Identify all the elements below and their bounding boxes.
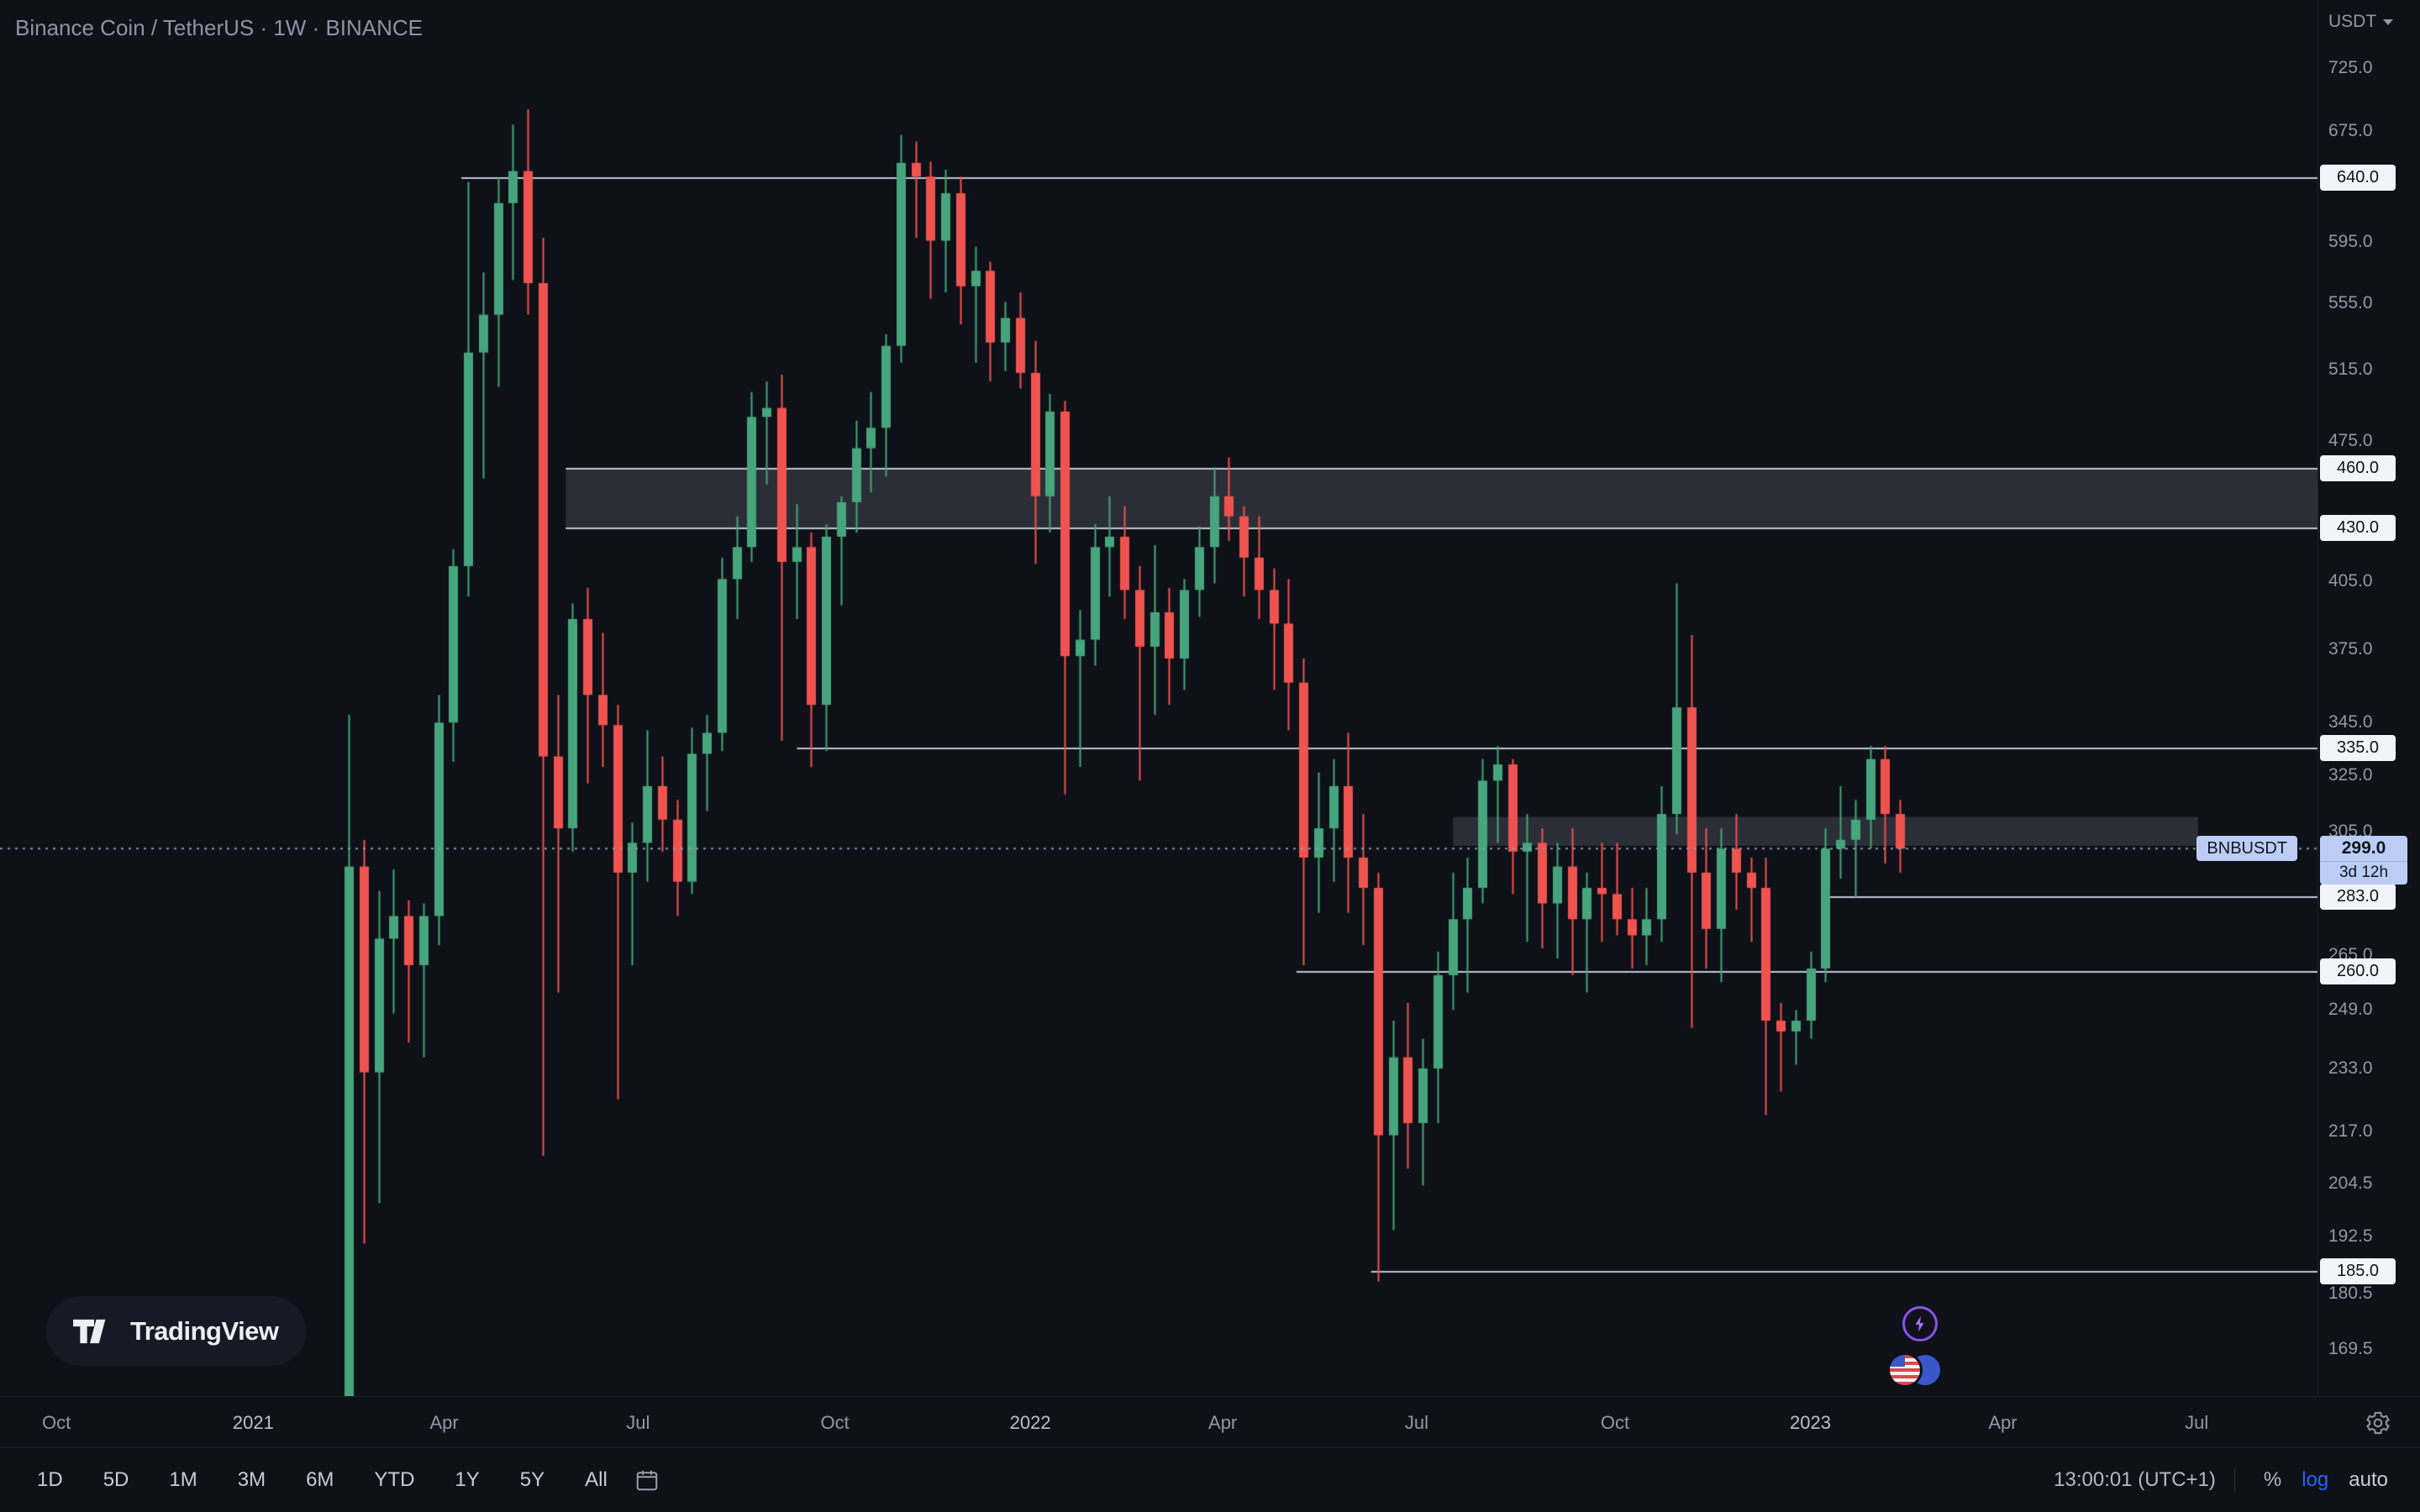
price-axis[interactable]: USDT 725.0 675.0 595.0 555.0 515.0 475.0 405.0… xyxy=(2317,0,2420,1396)
time-tick-label: 2021 xyxy=(232,1412,274,1433)
time-tick-label: Jul xyxy=(1404,1412,1428,1433)
level-price-label: 430.0 xyxy=(2320,515,2396,542)
price-tick-label: 192.5 xyxy=(2328,1226,2373,1247)
price-tick-label: 233.0 xyxy=(2328,1058,2373,1079)
range-button-1m[interactable]: 1M xyxy=(157,1462,208,1499)
level-price-label: 185.0 xyxy=(2320,1258,2396,1285)
time-axis[interactable]: Oct 2021 Apr Jul Oct 2022 Apr Jul Oct 2023 Apr Jul xyxy=(0,1396,2420,1448)
range-button-1d[interactable]: 1D xyxy=(25,1462,75,1499)
flag-canton xyxy=(1890,1355,1905,1367)
price-tick-label: 169.5 xyxy=(2328,1338,2373,1358)
currency-selector[interactable]: USDT xyxy=(2328,12,2394,32)
candlestick-chart-canvas[interactable] xyxy=(0,0,2317,1396)
range-button-ytd[interactable]: YTD xyxy=(362,1462,426,1499)
last-price-label: 299.0 3d 12h xyxy=(2320,836,2407,885)
level-price-label: 283.0 xyxy=(2320,884,2396,911)
chevron-down-icon xyxy=(2383,18,2394,25)
chart-title[interactable]: Binance Coin / TetherUS · 1W · BINANCE xyxy=(15,15,424,40)
time-tick-label: Apr xyxy=(429,1412,459,1433)
price-tick-label: 305.0 xyxy=(2328,821,2373,841)
time-tick-label: Oct xyxy=(820,1412,850,1433)
range-button-5d[interactable]: 5D xyxy=(92,1462,141,1499)
time-tick-label: Oct xyxy=(41,1412,71,1433)
time-tick-label: 2023 xyxy=(1790,1412,1831,1433)
tradingview-logo[interactable]: TradingView xyxy=(46,1296,306,1366)
range-button-3m[interactable]: 3M xyxy=(226,1462,277,1499)
price-tick-label: 204.5 xyxy=(2328,1173,2373,1193)
price-tick-label: 675.0 xyxy=(2328,120,2373,140)
time-tick-label: Apr xyxy=(1208,1412,1238,1433)
tradingview-logo-icon xyxy=(73,1317,115,1346)
time-tick-label: Jul xyxy=(2185,1412,2209,1433)
currency-label: USDT xyxy=(2328,12,2377,31)
bar-countdown: 3d 12h xyxy=(2320,861,2407,885)
last-price-symbol-tag: BNBUSDT xyxy=(2196,836,2297,862)
price-tick-label: 375.0 xyxy=(2328,638,2373,659)
date-range-buttons: 1D 5D 1M 3M 6M YTD 1Y 5Y All xyxy=(25,1462,619,1499)
price-tick-label: 405.0 xyxy=(2328,570,2373,591)
economic-event-flags-bubble-icon[interactable] xyxy=(1887,1352,1944,1389)
time-tick-label: Oct xyxy=(1600,1412,1630,1433)
price-tick-label: 180.5 xyxy=(2328,1283,2373,1303)
level-price-label: 260.0 xyxy=(2320,958,2396,984)
price-tick-label: 217.0 xyxy=(2328,1121,2373,1141)
percent-scale-button[interactable]: % xyxy=(2254,1463,2291,1497)
time-tick-label: Apr xyxy=(1988,1412,2018,1433)
us-flag-icon xyxy=(1887,1352,1923,1388)
time-tick-label: Jul xyxy=(626,1412,650,1433)
price-tick-label: 325.0 xyxy=(2328,764,2373,785)
price-tick-label: 475.0 xyxy=(2328,430,2373,450)
lightning-event-bubble-icon[interactable] xyxy=(1902,1306,1938,1341)
range-button-all[interactable]: All xyxy=(573,1462,619,1499)
price-tick-label: 515.0 xyxy=(2328,359,2373,379)
go-to-date-icon[interactable] xyxy=(634,1467,660,1493)
log-scale-button[interactable]: log xyxy=(2291,1463,2338,1497)
range-button-6m[interactable]: 6M xyxy=(294,1462,345,1499)
tradingview-logo-text: TradingView xyxy=(130,1315,279,1346)
last-price-value: 299.0 xyxy=(2341,838,2386,858)
settings-gear-icon[interactable] xyxy=(2365,1397,2391,1448)
price-tick-label: 555.0 xyxy=(2328,293,2373,313)
range-button-5y[interactable]: 5Y xyxy=(508,1462,556,1499)
level-price-label: 335.0 xyxy=(2320,735,2396,762)
price-tick-label: 249.0 xyxy=(2328,1000,2373,1020)
price-tick-label: 725.0 xyxy=(2328,58,2373,77)
price-tick-label: 345.0 xyxy=(2328,712,2373,732)
level-price-label: 460.0 xyxy=(2320,455,2396,482)
price-tick-label: 595.0 xyxy=(2328,232,2373,252)
time-tick-label: 2022 xyxy=(1009,1412,1051,1433)
chart-pane: Binance Coin / TetherUS · 1W · BINANCE B… xyxy=(0,0,2420,1396)
bottom-toolbar: 1D 5D 1M 3M 6M YTD 1Y 5Y All 13:00:01 (UTC+1) % … xyxy=(0,1447,2420,1512)
auto-scale-button[interactable]: auto xyxy=(2338,1463,2398,1497)
level-price-label: 640.0 xyxy=(2320,164,2396,191)
toolbar-divider xyxy=(2233,1467,2235,1493)
clock[interactable]: 13:00:01 (UTC+1) xyxy=(2054,1468,2216,1491)
range-button-1y[interactable]: 1Y xyxy=(443,1462,491,1499)
